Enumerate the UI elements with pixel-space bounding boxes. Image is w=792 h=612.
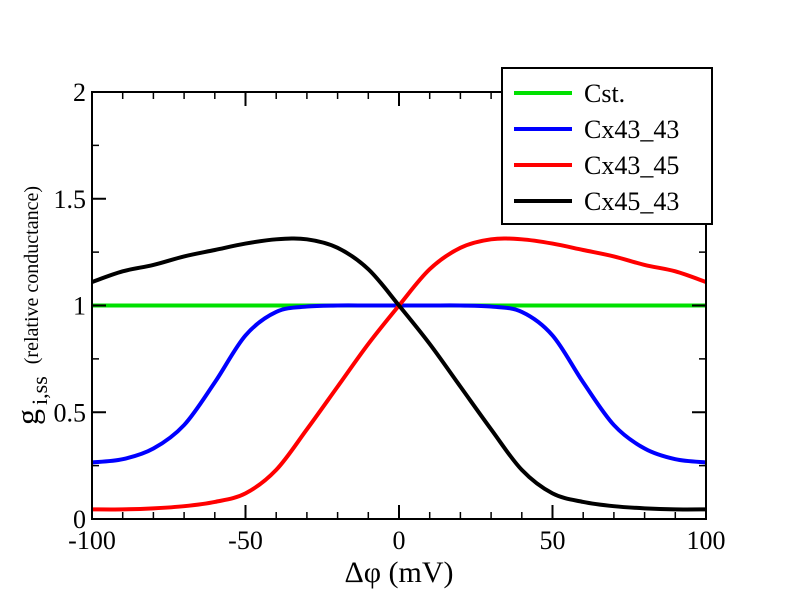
x-tick-label: -100 — [68, 526, 116, 555]
series-line-cx43-43 — [91, 303, 707, 465]
x-tick-label: 0 — [393, 526, 406, 555]
series-line-cx43-45 — [91, 236, 707, 512]
x-tick-label: -50 — [228, 526, 263, 555]
legend-label: Cx45_43 — [584, 187, 679, 216]
y-axis-title-subscript: i,ss — [27, 376, 52, 405]
series-layer — [91, 236, 707, 512]
y-axis-title-main: g — [9, 409, 45, 425]
labels-layer: -100 -50 0 50 100 0 0.5 1 1.5 2 — [54, 78, 726, 555]
y-tick-label: 2 — [73, 78, 86, 107]
x-axis-title: Δφ (mV) — [344, 556, 453, 589]
y-axis-title: g i,ss (relative conductance) — [9, 186, 52, 425]
x-tick-label: 50 — [540, 526, 566, 555]
legend-label: Cst. — [584, 79, 625, 108]
legend: Cst. Cx43_43 Cx43_45 Cx45_43 — [501, 67, 713, 225]
y-tick-label: 0.5 — [54, 398, 87, 427]
legend-label: Cx43_45 — [584, 151, 679, 180]
series-line-cx45-43 — [91, 236, 707, 512]
y-axis-title-note: (relative conductance) — [21, 186, 43, 364]
y-tick-label: 1.5 — [54, 185, 87, 214]
y-tick-label: 1 — [73, 292, 86, 321]
x-tick-label: 100 — [687, 526, 726, 555]
legend-label: Cx43_43 — [584, 115, 679, 144]
y-tick-label: 0 — [73, 505, 86, 534]
